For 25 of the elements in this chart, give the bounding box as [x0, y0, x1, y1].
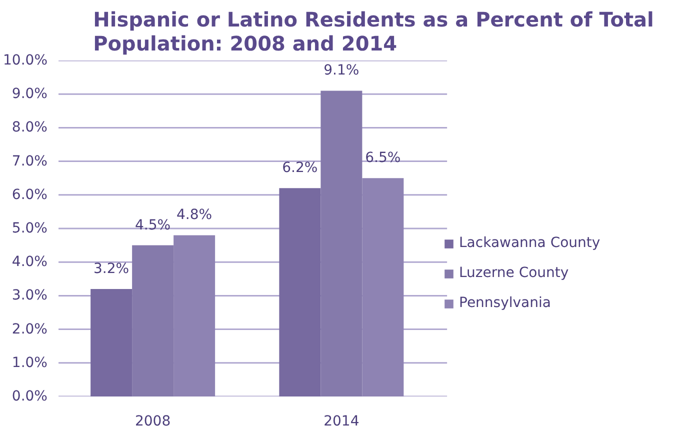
text: 4.5%: [135, 217, 171, 234]
legend-label: Luzerne County: [459, 265, 569, 281]
y-tick-label: 9.0%: [12, 86, 48, 102]
text: 6.2%: [282, 160, 318, 176]
chart-title: Hispanic or Latino Residents as a Percent of Total Population: 2008 and 2014: [93, 8, 654, 56]
y-tick-label: 7.0%: [12, 153, 48, 170]
x-tick-label: 2014: [324, 414, 360, 430]
y-tick-label: 4.0%: [12, 254, 48, 270]
bar: [90, 288, 132, 396]
legend-label: Lackawanna County: [459, 235, 600, 251]
text: 3.2%: [94, 260, 130, 277]
text: 6.5%: [365, 150, 401, 166]
y-tick-label: 0.0%: [12, 388, 48, 404]
y-tick-label: 1.0%: [12, 354, 48, 371]
text: 4.8%: [176, 207, 212, 224]
y-tick-label: 3.0%: [12, 288, 48, 304]
y-tick-label: 6.0%: [12, 186, 48, 203]
bar: [279, 188, 321, 396]
y-tick-label: 5.0%: [12, 220, 48, 236]
y-tick-label: 10.0%: [3, 52, 48, 68]
legend-label: Pennsylvania: [459, 295, 551, 311]
text: 9.1%: [324, 62, 360, 79]
x-tick-label: 2008: [134, 414, 171, 430]
y-tick-label: 2.0%: [12, 321, 48, 338]
y-tick-label: 8.0%: [12, 120, 48, 136]
